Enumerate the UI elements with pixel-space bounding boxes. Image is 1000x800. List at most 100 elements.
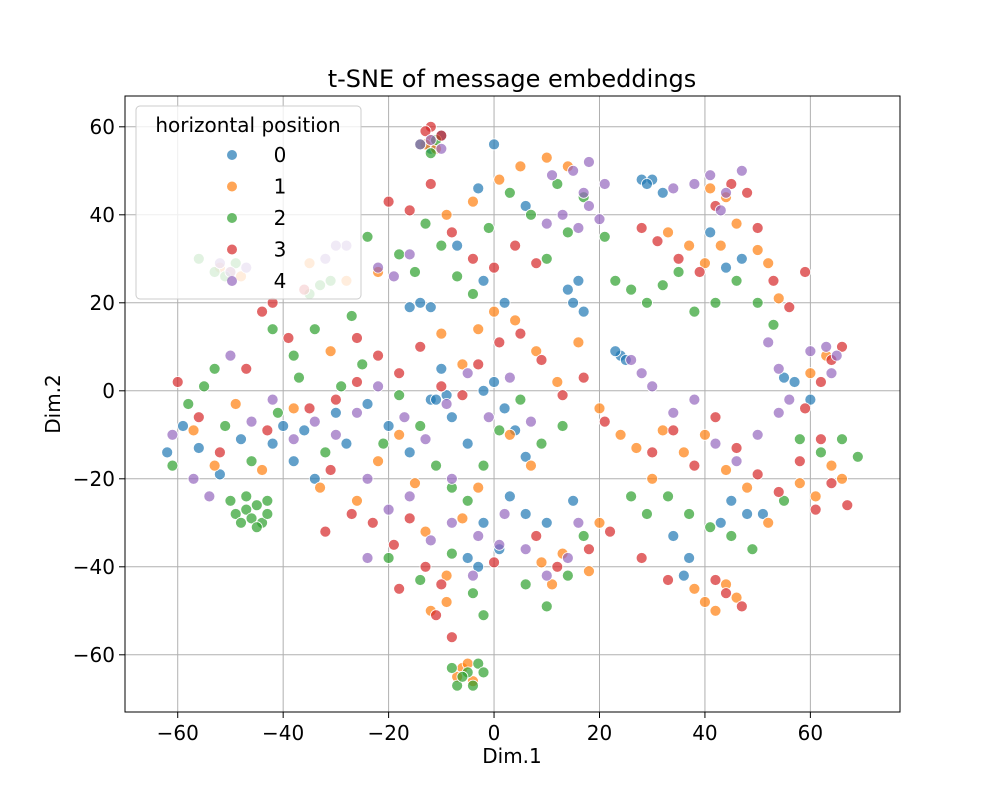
data-point — [851, 450, 864, 463]
data-point — [229, 508, 242, 520]
data-point — [430, 459, 442, 472]
data-point — [393, 367, 406, 380]
data-point — [820, 340, 833, 353]
data-point — [683, 239, 696, 252]
data-point — [488, 138, 500, 151]
data-point — [266, 437, 279, 450]
data-point — [730, 274, 743, 287]
data-point — [598, 178, 611, 190]
data-point — [514, 327, 527, 340]
data-point — [324, 464, 337, 476]
data-point — [477, 384, 490, 397]
data-point — [366, 516, 379, 529]
data-point — [778, 371, 790, 384]
data-point — [493, 424, 506, 437]
data-point — [783, 301, 796, 314]
data-point — [377, 437, 390, 450]
data-point — [815, 446, 827, 459]
data-point — [667, 406, 680, 419]
data-point — [477, 459, 490, 472]
data-point — [182, 398, 195, 410]
data-point — [372, 380, 384, 393]
data-point — [641, 508, 653, 520]
data-point — [498, 402, 511, 415]
data-point — [467, 252, 479, 265]
data-point — [198, 380, 210, 393]
data-point — [535, 437, 548, 450]
data-point — [419, 125, 432, 138]
data-point — [414, 340, 427, 353]
data-point — [793, 477, 806, 490]
data-point — [445, 472, 458, 485]
data-point — [836, 472, 848, 485]
data-point — [351, 376, 363, 388]
data-point — [646, 446, 659, 459]
data-point — [667, 530, 680, 542]
data-point — [472, 323, 485, 336]
data-point — [240, 503, 253, 516]
data-point — [598, 230, 611, 243]
data-point — [572, 222, 585, 234]
data-point — [704, 169, 717, 182]
data-point — [809, 490, 822, 503]
data-point — [836, 340, 848, 353]
data-point — [720, 587, 732, 600]
data-point — [677, 569, 690, 582]
data-point — [403, 446, 416, 459]
data-point — [635, 552, 648, 564]
data-point — [546, 578, 558, 591]
data-point — [403, 512, 416, 525]
data-point — [551, 376, 564, 388]
legend-marker-4 — [227, 276, 237, 286]
data-point — [567, 494, 580, 507]
data-point — [208, 459, 221, 472]
data-point — [561, 552, 574, 564]
data-point — [467, 288, 479, 300]
data-point — [772, 362, 785, 375]
data-point — [493, 538, 506, 551]
data-point — [609, 274, 622, 287]
data-point — [435, 239, 448, 252]
data-point — [799, 266, 812, 278]
data-point — [235, 516, 247, 529]
data-point — [725, 494, 738, 507]
data-point — [461, 552, 474, 564]
data-point — [778, 494, 790, 507]
data-point — [709, 296, 722, 309]
data-point — [825, 477, 838, 490]
data-point — [319, 525, 332, 538]
data-point — [414, 420, 427, 432]
data-point — [772, 406, 785, 419]
data-point — [192, 442, 205, 454]
legend-marker-2 — [227, 213, 237, 223]
data-point — [509, 314, 522, 327]
data-point — [530, 257, 543, 270]
data-point — [266, 393, 279, 406]
data-point — [741, 186, 754, 199]
legend: horizontal position 0 1 2 3 4 — [135, 105, 362, 300]
data-point — [308, 415, 321, 428]
data-point — [477, 666, 490, 679]
data-point — [604, 525, 616, 538]
data-point — [667, 424, 680, 437]
data-point — [635, 367, 648, 380]
y-tick-label: −40 — [73, 555, 115, 579]
data-point — [488, 305, 500, 318]
data-point — [614, 428, 627, 441]
data-point — [461, 494, 474, 507]
data-point — [503, 428, 516, 441]
data-point — [699, 596, 711, 608]
data-point — [451, 239, 464, 252]
data-point — [493, 336, 506, 349]
data-point — [435, 362, 448, 375]
data-point — [625, 283, 638, 296]
legend-label-0: 0 — [274, 143, 287, 167]
data-point — [235, 433, 247, 446]
data-point — [540, 217, 553, 230]
y-tick-label: 20 — [90, 291, 115, 315]
scatter-points — [161, 120, 864, 692]
data-point — [841, 499, 854, 512]
data-point — [335, 380, 348, 393]
data-point — [435, 142, 448, 155]
